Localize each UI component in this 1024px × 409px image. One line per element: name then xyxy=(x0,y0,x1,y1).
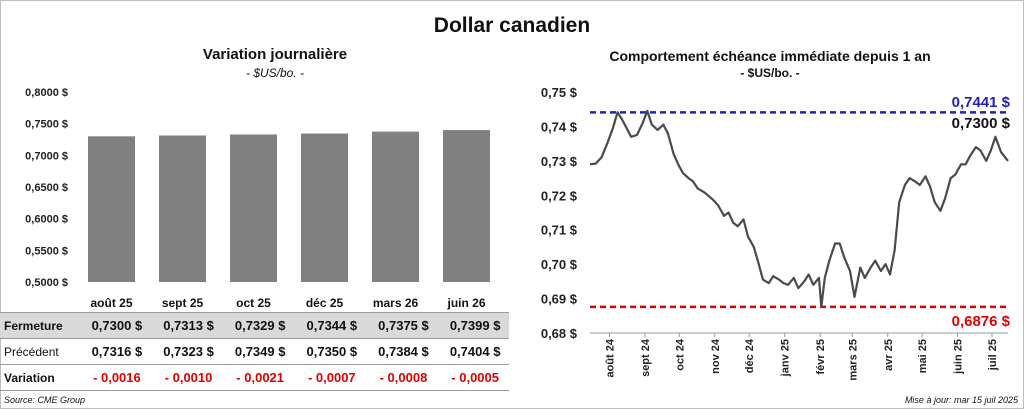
y-tick-label: 0,68 $ xyxy=(541,326,578,341)
y-tick-label: 0,8000 $ xyxy=(25,87,68,99)
row-label: Précédent xyxy=(0,338,80,365)
x-tick-label: août 25 xyxy=(90,296,132,310)
y-tick-label: 0,70 $ xyxy=(541,257,578,272)
table-cell: 0,7344 $ xyxy=(293,312,366,339)
table-cell: 0,7323 $ xyxy=(150,338,223,365)
bar xyxy=(301,133,348,282)
table-cell: 0,7313 $ xyxy=(150,312,223,339)
table-cell: - 0,0007 xyxy=(293,364,366,391)
x-tick-label: juil 25 xyxy=(987,339,999,371)
high-value-label: 0,7441 $ xyxy=(952,94,1011,111)
right-chart-subtitle: - $US/bo. - xyxy=(740,66,800,80)
table-cell: - 0,0010 xyxy=(150,364,223,391)
table-cell: 0,7350 $ xyxy=(293,338,366,365)
table-cell: 0,7404 $ xyxy=(437,338,509,365)
table-row-fermeture: Fermeture 0,7300 $ 0,7313 $ 0,7329 $ 0,7… xyxy=(0,312,509,339)
y-tick-label: 0,75 $ xyxy=(541,85,578,100)
y-tick-label: 0,74 $ xyxy=(541,119,578,134)
x-tick-label: avr 25 xyxy=(883,339,895,371)
y-tick-label: 0,73 $ xyxy=(541,154,578,169)
left-chart-title: Variation journalière xyxy=(202,46,348,63)
bar xyxy=(372,131,419,282)
x-tick-label: nov 24 xyxy=(710,338,722,374)
x-tick-label: janv 25 xyxy=(780,339,792,377)
x-tick-label: mars 26 xyxy=(373,296,419,310)
right-chart-title: Comportement échéance immédiate depuis 1… xyxy=(609,48,931,64)
table-cell: 0,7316 $ xyxy=(79,338,151,365)
x-tick-label: mai 25 xyxy=(917,339,929,373)
table-row-precedent: Précédent 0,7316 $ 0,7323 $ 0,7349 $ 0,7… xyxy=(0,338,509,365)
last-value-label: 0,7300 $ xyxy=(952,115,1011,132)
table-row-variation: Variation - 0,0016 - 0,0010 - 0,0021 - 0… xyxy=(0,364,509,391)
update-note: Mise à jour: mar 15 juil 2025 xyxy=(904,395,1018,405)
y-tick-label: 0,6500 $ xyxy=(25,182,68,194)
x-tick-label: sept 25 xyxy=(162,296,204,310)
table-cell: 0,7300 $ xyxy=(79,312,151,339)
bar xyxy=(443,130,490,282)
left-chart-subtitle: - $US/bo. - xyxy=(245,66,305,80)
x-tick-label: déc 25 xyxy=(306,296,344,310)
quotes-table: Fermeture 0,7300 $ 0,7313 $ 0,7329 $ 0,7… xyxy=(0,312,509,391)
bar xyxy=(230,134,277,282)
bar xyxy=(159,135,206,282)
table-cell: 0,7375 $ xyxy=(365,312,438,339)
y-tick-label: 0,71 $ xyxy=(541,223,578,238)
table-cell: - 0,0005 xyxy=(437,364,509,391)
x-tick-label: mars 25 xyxy=(847,339,859,381)
table-cell: - 0,0008 xyxy=(365,364,438,391)
table-cell: 0,7384 $ xyxy=(365,338,438,365)
y-tick-label: 0,6000 $ xyxy=(25,214,68,226)
bar-chart: 0,5000 $ 0,5500 $ 0,6000 $ 0,6500 $ 0,7000 $… xyxy=(25,87,490,310)
line-chart: 0,68 $ 0,69 $ 0,70 $ 0,71 $ 0,72 $ 0,73 $ 0,74… xyxy=(541,85,1011,381)
table-cell: 0,7399 $ xyxy=(437,312,509,339)
x-tick-label: oct 25 xyxy=(236,296,271,310)
low-value-label: 0,6876 $ xyxy=(952,313,1011,330)
source-note: Source: CME Group xyxy=(4,395,86,405)
page-title: Dollar canadien xyxy=(433,14,591,37)
x-tick-label: juin 26 xyxy=(446,296,485,310)
table-cell: 0,7349 $ xyxy=(222,338,294,365)
y-tick-label: 0,7500 $ xyxy=(25,119,68,131)
x-tick-label: déc 24 xyxy=(744,338,756,373)
y-tick-label: 0,5500 $ xyxy=(25,245,68,257)
y-tick-label: 0,7000 $ xyxy=(25,150,68,162)
bar xyxy=(88,136,135,282)
table-cell: - 0,0016 xyxy=(79,364,151,391)
y-tick-label: 0,72 $ xyxy=(541,188,578,203)
row-label: Variation xyxy=(0,364,80,391)
x-tick-label: sept 24 xyxy=(640,338,652,377)
table-cell: - 0,0021 xyxy=(222,364,294,391)
y-tick-label: 0,5000 $ xyxy=(25,277,68,289)
y-tick-label: 0,69 $ xyxy=(541,292,578,307)
row-label: Fermeture xyxy=(0,312,80,339)
x-tick-label: févr 25 xyxy=(815,339,827,374)
table-cell: 0,7329 $ xyxy=(222,312,294,339)
x-tick-label: août 24 xyxy=(604,338,616,377)
x-tick-label: juin 25 xyxy=(953,339,965,375)
x-tick-label: oct 24 xyxy=(674,338,686,371)
price-line xyxy=(589,109,1009,308)
